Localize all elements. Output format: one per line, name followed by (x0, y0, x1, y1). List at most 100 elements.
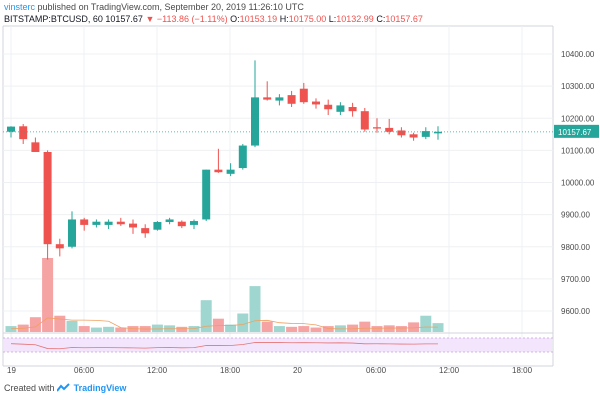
candle-body (190, 221, 198, 225)
price-tick-label: 10300.00 (561, 82, 595, 91)
author-name[interactable]: vinsterc (4, 2, 36, 12)
candle-body (43, 151, 52, 245)
created-with-label: Created with (4, 383, 55, 393)
volume-bar (200, 300, 212, 332)
last-price: 10157.67 (105, 14, 143, 24)
footer: Created with TradingView (4, 383, 126, 393)
volume-bar (127, 326, 139, 332)
volume-bar (432, 323, 444, 332)
price-tick-label: 9700.00 (561, 275, 590, 284)
tradingview-logo-icon (57, 383, 70, 392)
candle-body (92, 221, 101, 225)
volume-bar (29, 317, 41, 332)
symbol-line: BITSTAMP:BTCUSD, 60 10157.67 ▼ −113.86 (… (4, 14, 423, 24)
time-label: 12:00 (147, 366, 168, 375)
candle-body (165, 219, 174, 223)
price-tick-label: 10200.00 (561, 114, 595, 123)
volume-bar (176, 326, 188, 332)
change-arrow: ▼ (145, 14, 155, 24)
candle-body (409, 134, 418, 138)
price-change: −113.86 (−1.11%) (156, 14, 228, 24)
time-label: 18:00 (512, 366, 533, 375)
volume-bar (359, 321, 371, 332)
publish-info: published on TradingView.com, September … (37, 2, 304, 12)
candle-body (141, 228, 150, 234)
candle-body (238, 145, 247, 169)
candle-body (116, 221, 125, 225)
volume-bar (408, 322, 420, 332)
time-label: 06:00 (74, 366, 95, 375)
open-value: 10153.19 (239, 14, 278, 24)
price-tick-label: 10100.00 (561, 146, 595, 155)
candle-body (434, 131, 442, 134)
volume-ma-line (10, 317, 439, 330)
tradingview-link[interactable]: TradingView (73, 383, 127, 393)
candle-body (263, 97, 272, 100)
volume-bar (115, 327, 127, 332)
volume-bar (188, 326, 200, 332)
time-label: 18:00 (220, 366, 241, 375)
symbol-label: BITSTAMP:BTCUSD, 60 (4, 14, 103, 24)
low-value: 10132.99 (336, 14, 374, 24)
candle-body (177, 221, 186, 227)
high-label: H: (279, 14, 289, 24)
candle-body (31, 142, 40, 152)
candle-body (373, 127, 381, 129)
volume-bar (347, 324, 359, 332)
candle-body (397, 130, 406, 136)
candle-body (275, 97, 284, 101)
volume-bar (310, 327, 322, 332)
candle-body (324, 104, 333, 110)
candle-body (104, 221, 113, 225)
volume-bar (249, 286, 261, 332)
high-value: 10175.00 (288, 14, 327, 24)
candle-body (299, 88, 308, 103)
volume-bar (395, 326, 407, 332)
candle-body (312, 101, 320, 105)
candle-body (129, 223, 137, 228)
volume-bar (54, 315, 66, 332)
oscillator-band (4, 338, 552, 352)
volume-bar (103, 326, 115, 332)
volume-bar (261, 321, 273, 332)
volume-bar (78, 326, 90, 332)
time-label: 12:00 (439, 366, 460, 375)
volume-bar (237, 313, 249, 332)
price-tick-label: 9800.00 (561, 243, 590, 252)
volume-bar (286, 326, 298, 332)
price-tick-label: 9900.00 (561, 211, 590, 220)
last-price-label: 10157.67 (558, 128, 592, 137)
candle-body (348, 107, 357, 112)
candle-body (202, 169, 211, 220)
volume-bar (225, 324, 237, 332)
candle-body (80, 219, 89, 225)
candle-body (251, 97, 259, 146)
candle-body (360, 111, 369, 130)
close-value: 10157.67 (385, 14, 423, 24)
candle-body (214, 169, 223, 173)
candle-body (421, 131, 430, 137)
candle-body (336, 105, 345, 112)
volume-bar (42, 258, 54, 332)
volume-bar (420, 315, 432, 332)
candle-body (153, 222, 162, 230)
low-label: L: (328, 14, 337, 24)
volume-bar (298, 326, 310, 332)
volume-bar (151, 324, 163, 332)
volume-bar (273, 326, 285, 332)
oscillator-line (10, 342, 439, 350)
last-price-tag (554, 124, 599, 138)
close-label: C: (376, 14, 386, 24)
candle-body (385, 127, 394, 132)
candle-body (68, 219, 76, 247)
price-tick-label: 10000.00 (561, 179, 595, 188)
open-label: O: (230, 14, 240, 24)
time-label: 20 (293, 366, 302, 375)
price-tick-label: 9600.00 (561, 307, 590, 316)
publish-line: vinsterc published on TradingView.com, S… (4, 2, 304, 12)
volume-bar (66, 320, 78, 332)
candle-body (55, 244, 64, 249)
volume-bar (90, 327, 102, 332)
candle-body (226, 169, 235, 174)
